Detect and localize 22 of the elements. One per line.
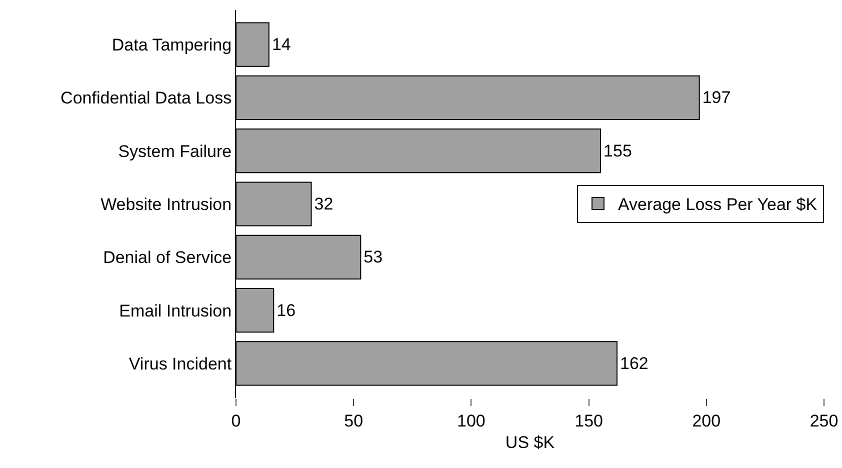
x-axis-title: US $K: [505, 432, 556, 452]
x-tick-label: 50: [344, 411, 364, 430]
data-label: 53: [364, 248, 383, 267]
y-tick-label: Denial of Service: [103, 248, 232, 268]
x-tick-label: 100: [457, 411, 486, 430]
data-label: 16: [276, 300, 296, 320]
legend-label: Average Loss Per Year $K: [618, 195, 818, 214]
data-label: 155: [604, 141, 632, 160]
y-tick-label: Virus Incident: [128, 354, 232, 374]
data-label: 162: [620, 354, 648, 373]
y-tick-label: Data Tampering: [112, 36, 232, 54]
data-label: 197: [702, 88, 731, 108]
x-tick-label: 0: [231, 411, 241, 430]
data-label: 32: [314, 194, 334, 214]
y-tick-label: Email Intrusion: [119, 301, 232, 320]
y-tick-label: Confidential Data Loss: [60, 88, 232, 108]
y-tick-label: Website Intrusion: [100, 194, 232, 214]
y-tick-label: System Failure: [118, 142, 232, 161]
data-label: 14: [272, 35, 291, 54]
x-tick-label: 250: [810, 411, 838, 430]
x-tick-label: 200: [692, 411, 721, 430]
x-tick-label: 150: [574, 411, 603, 430]
